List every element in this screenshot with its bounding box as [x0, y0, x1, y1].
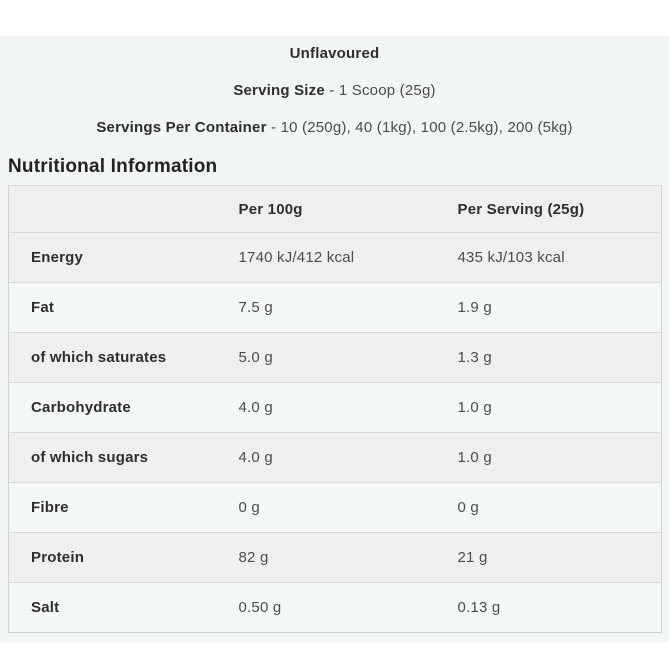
table-row: Carbohydrate 4.0 g 1.0 g — [8, 382, 662, 433]
nutrient-label: of which saturates — [8, 332, 217, 383]
nutrient-label: Salt — [8, 582, 217, 633]
table-row: of which saturates 5.0 g 1.3 g — [8, 332, 662, 383]
nutrient-label: Energy — [8, 232, 217, 283]
section-title: Nutritional Information — [8, 156, 218, 177]
per-serving-value: 1.0 g — [435, 432, 662, 483]
column-header-nutrient — [8, 185, 217, 233]
per-100g-value: 5.0 g — [216, 332, 436, 383]
per-100g-value: 1740 kJ/412 kcal — [216, 232, 436, 283]
nutrition-table: Per 100g Per Serving (25g) Energy 1740 kJ… — [8, 185, 662, 633]
table-row: Protein 82 g 21 g — [8, 532, 662, 583]
per-100g-value: 0 g — [216, 482, 436, 533]
flavour-name: Unflavoured — [289, 45, 380, 62]
per-100g-value: 7.5 g — [216, 282, 436, 333]
serving-size-line: Serving Size - 1 Scoop (25g) — [0, 81, 669, 101]
table-row: Energy 1740 kJ/412 kcal 435 kJ/103 kcal — [8, 232, 662, 283]
per-100g-value: 4.0 g — [216, 432, 436, 483]
nutrient-label: Carbohydrate — [8, 382, 217, 433]
nutrient-label: Fat — [8, 282, 217, 333]
servings-per-container-line: Servings Per Container - 10 (250g), 40 (… — [0, 118, 669, 138]
table-row: of which sugars 4.0 g 1.0 g — [8, 432, 662, 483]
table-row: Salt 0.50 g 0.13 g — [8, 582, 662, 633]
column-header-per-100g: Per 100g — [216, 185, 436, 233]
per-serving-value: 1.9 g — [435, 282, 662, 333]
per-100g-value: 4.0 g — [216, 382, 436, 433]
per-serving-value: 0.13 g — [435, 582, 662, 633]
per-serving-value: 1.3 g — [435, 332, 662, 383]
column-header-per-serving: Per Serving (25g) — [435, 185, 662, 233]
serving-size-label: Serving Size — [233, 82, 325, 99]
per-100g-value: 0.50 g — [216, 582, 436, 633]
nutrition-panel: Unflavoured Serving Size - 1 Scoop (25g)… — [0, 36, 669, 642]
nutrition-table-header: Per 100g Per Serving (25g) — [8, 185, 662, 233]
servings-per-container-value: - 10 (250g), 40 (1kg), 100 (2.5kg), 200 … — [271, 119, 573, 136]
table-row: Fat 7.5 g 1.9 g — [8, 282, 662, 333]
per-serving-value: 1.0 g — [435, 382, 662, 433]
servings-per-container-label: Servings Per Container — [96, 119, 267, 136]
nutrient-label: Protein — [8, 532, 217, 583]
nutrient-label: Fibre — [8, 482, 217, 533]
per-100g-value: 82 g — [216, 532, 436, 583]
nutrition-table-body: Energy 1740 kJ/412 kcal 435 kJ/103 kcal Fat… — [8, 232, 662, 633]
per-serving-value: 435 kJ/103 kcal — [435, 232, 662, 283]
per-serving-value: 0 g — [435, 482, 662, 533]
per-serving-value: 21 g — [435, 532, 662, 583]
nutrient-label: of which sugars — [8, 432, 217, 483]
header-row: Per 100g Per Serving (25g) — [8, 185, 662, 233]
serving-size-value: - 1 Scoop (25g) — [329, 82, 436, 99]
